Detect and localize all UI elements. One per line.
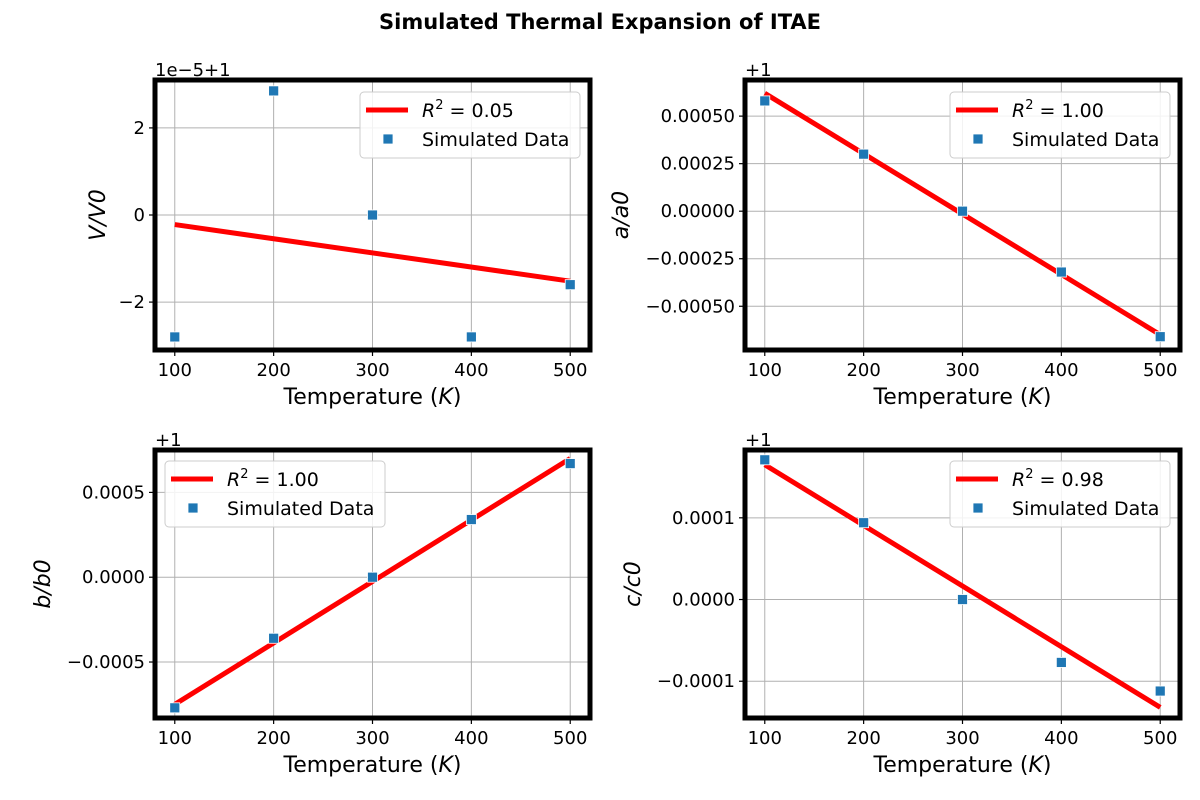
legend: R2 = 1.00 Simulated Data: [949, 91, 1171, 159]
y-tick-label: 0: [134, 205, 145, 226]
x-axis-label: Temperature (K): [283, 753, 462, 778]
y-tick-label: −0.0001: [657, 671, 735, 692]
legend-fit-label: R2 = 0.98: [1012, 467, 1104, 491]
x-tick-label: 400: [1044, 360, 1078, 381]
x-tick-label: 200: [256, 360, 290, 381]
subplot-3: 100 200 300 400 500 0.0005 0.0000 −0.0005 +1 Temp…: [31, 430, 593, 778]
x-tick-label: 500: [553, 360, 587, 381]
data-point: [367, 571, 378, 583]
y-axis-label: a/a0: [609, 191, 634, 239]
offset-label: +1: [745, 60, 772, 81]
legend-box: [949, 91, 1171, 159]
data-point: [268, 85, 280, 97]
data-point: [367, 209, 378, 221]
data-point: [1055, 266, 1067, 278]
y-axis-label: b/b0: [31, 559, 56, 608]
fit-line: [174, 222, 571, 284]
legend-data-swatch: [187, 502, 199, 514]
legend-fit-label: R2 = 1.00: [1012, 98, 1104, 122]
x-tick-label: 100: [158, 728, 192, 749]
x-tick-label: 200: [846, 360, 880, 381]
data-point: [465, 514, 477, 525]
x-tick-label: 300: [355, 360, 389, 381]
y-tick-label: 0.00000: [661, 201, 735, 222]
y-tick-label: −0.00025: [645, 249, 735, 270]
figure-title: Simulated Thermal Expansion of ITAE: [379, 10, 821, 34]
y-axis-label: c/c0: [621, 561, 646, 607]
offset-label: 1e−5+1: [155, 60, 231, 81]
legend-fit-label: R2 = 0.05: [422, 98, 514, 122]
legend: R2 = 0.05 Simulated Data: [359, 91, 581, 159]
x-tick-label: 300: [945, 728, 979, 749]
legend-data-label: Simulated Data: [1012, 129, 1159, 151]
x-tick-label: 400: [454, 728, 488, 749]
x-axis-label: Temperature (K): [283, 385, 462, 410]
data-point: [1154, 685, 1166, 697]
data-point: [759, 454, 771, 466]
x-tick-label: 100: [748, 360, 782, 381]
data-point: [564, 458, 576, 469]
subplot-1: 100 200 300 400 500 2 0 −2 1e−5+1 Temperature (K)…: [86, 60, 593, 410]
x-tick-label: 300: [355, 728, 389, 749]
subplot-4: 100 200 300 400 500 0.0001 0.0000 −0.0001 +1 Temp…: [621, 430, 1183, 778]
y-tick-label: 2: [134, 118, 145, 139]
offset-label: +1: [745, 430, 772, 451]
data-point: [759, 95, 771, 107]
y-axis-label: V/V0: [86, 189, 111, 241]
subplot-2: 100 200 300 400 500 0.00050 0.00025 0.00000 −0.0…: [609, 60, 1183, 410]
y-tick-label: 0.0000: [672, 590, 735, 611]
y-tick-label: 0.0001: [672, 508, 735, 529]
x-tick-label: 100: [748, 728, 782, 749]
legend-data-label: Simulated Data: [227, 498, 374, 520]
legend: R2 = 0.98 Simulated Data: [949, 460, 1171, 528]
data-point: [957, 205, 968, 217]
data-point: [858, 517, 870, 529]
data-point: [1055, 657, 1067, 668]
y-tick-label: 0.00050: [661, 106, 735, 127]
x-tick-label: 500: [1143, 728, 1177, 749]
fit-line: [763, 462, 1162, 710]
x-tick-label: 500: [1143, 360, 1177, 381]
legend-fit-label: R2 = 1.00: [227, 467, 319, 491]
x-tick-label: 400: [454, 360, 488, 381]
x-tick-label: 500: [553, 728, 587, 749]
legend-box: [164, 460, 386, 528]
y-tick-label: 0.00025: [661, 154, 735, 175]
legend-box: [949, 460, 1171, 528]
data-point: [858, 148, 870, 160]
y-tick-label: −2: [118, 292, 145, 313]
y-tick-label: 0.0000: [82, 567, 145, 588]
x-tick-label: 300: [945, 360, 979, 381]
legend-data-label: Simulated Data: [1012, 498, 1159, 520]
x-axis-label: Temperature (K): [873, 753, 1052, 778]
offset-label: +1: [155, 430, 182, 451]
x-tick-label: 100: [158, 360, 192, 381]
legend-box: [359, 91, 581, 159]
data-point: [1154, 331, 1166, 343]
data-point: [564, 279, 576, 291]
legend-data-label: Simulated Data: [422, 129, 569, 151]
data-point: [465, 331, 477, 343]
x-tick-label: 200: [256, 728, 290, 749]
x-tick-label: 200: [846, 728, 880, 749]
y-tick-label: −0.0005: [67, 652, 145, 673]
legend: R2 = 1.00 Simulated Data: [164, 460, 386, 528]
y-tick-label: −0.00050: [645, 296, 735, 317]
data-point: [169, 702, 181, 714]
x-axis-label: Temperature (K): [873, 385, 1052, 410]
legend-data-swatch: [972, 133, 984, 145]
data-point: [169, 331, 181, 343]
legend-data-swatch: [972, 502, 984, 514]
data-point: [268, 632, 280, 644]
legend-data-swatch: [382, 133, 394, 145]
x-tick-label: 400: [1044, 728, 1078, 749]
data-point: [957, 594, 968, 605]
y-tick-label: 0.0005: [82, 482, 145, 503]
